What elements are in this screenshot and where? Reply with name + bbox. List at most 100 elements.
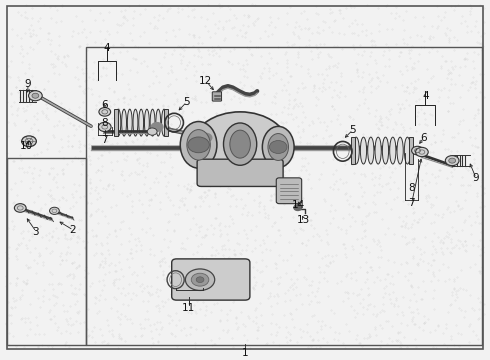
Point [407, 282, 415, 288]
Point [391, 301, 398, 306]
Point [49, 314, 57, 319]
Point [265, 50, 273, 56]
Point [424, 260, 432, 266]
Point [85, 75, 93, 80]
Point [120, 156, 128, 162]
Point [237, 309, 245, 315]
Point [55, 42, 63, 48]
Point [156, 319, 164, 325]
Point [230, 155, 238, 161]
Point [125, 225, 133, 231]
Point [298, 119, 306, 125]
Point [201, 182, 209, 188]
Point [285, 101, 293, 107]
Point [64, 244, 72, 250]
Point [21, 320, 29, 325]
Point [243, 172, 251, 178]
Point [281, 161, 289, 166]
Point [413, 244, 421, 250]
Point [286, 297, 294, 303]
Point [312, 3, 320, 9]
Text: 8: 8 [101, 118, 108, 127]
Point [331, 207, 339, 213]
Point [117, 336, 125, 342]
Point [231, 252, 239, 257]
Point [228, 289, 236, 294]
Point [473, 144, 481, 150]
Point [469, 79, 477, 85]
Point [131, 169, 139, 175]
Point [79, 89, 87, 94]
Point [49, 176, 57, 182]
Point [181, 66, 189, 72]
Point [143, 308, 151, 314]
Point [434, 323, 442, 329]
Point [105, 262, 113, 267]
Point [246, 345, 254, 351]
Point [431, 273, 439, 279]
Point [315, 86, 322, 91]
Point [303, 140, 311, 146]
Point [447, 236, 455, 242]
Point [47, 211, 55, 216]
Point [230, 93, 238, 99]
Point [116, 316, 124, 322]
Point [164, 84, 171, 89]
Point [294, 33, 302, 39]
Point [71, 122, 78, 128]
Point [192, 68, 200, 74]
Point [142, 174, 149, 180]
Point [429, 149, 437, 155]
Point [442, 32, 450, 38]
Point [391, 231, 398, 237]
Point [82, 34, 90, 40]
Point [168, 291, 175, 296]
Point [421, 210, 429, 216]
Point [261, 203, 269, 209]
Point [208, 169, 216, 175]
Point [275, 157, 283, 162]
Point [209, 252, 217, 258]
Point [98, 208, 106, 214]
Circle shape [32, 93, 39, 98]
Point [345, 328, 353, 333]
Point [195, 276, 202, 282]
Point [127, 250, 135, 256]
Point [212, 268, 220, 274]
Point [189, 95, 196, 101]
Point [474, 29, 482, 35]
Point [268, 111, 275, 117]
Point [248, 248, 256, 254]
Point [81, 86, 89, 91]
Point [442, 233, 450, 238]
Point [178, 195, 186, 201]
Point [291, 268, 298, 274]
Point [201, 231, 209, 237]
Point [116, 226, 123, 232]
Point [18, 287, 25, 292]
Point [237, 196, 245, 202]
Point [36, 252, 44, 258]
Point [450, 276, 458, 282]
Point [353, 107, 361, 112]
Point [410, 84, 418, 90]
Point [128, 209, 136, 215]
Point [65, 345, 73, 350]
Point [235, 324, 243, 330]
Point [259, 237, 267, 243]
Point [26, 45, 34, 50]
Point [65, 143, 73, 149]
Point [153, 319, 161, 325]
Point [417, 155, 425, 161]
Point [19, 279, 27, 284]
Point [388, 338, 396, 343]
Point [108, 331, 116, 337]
Point [391, 165, 398, 171]
Point [341, 93, 348, 99]
Point [208, 44, 216, 50]
Point [446, 100, 454, 105]
Point [81, 143, 89, 149]
Point [21, 31, 29, 36]
Point [4, 299, 12, 305]
Point [249, 85, 257, 91]
